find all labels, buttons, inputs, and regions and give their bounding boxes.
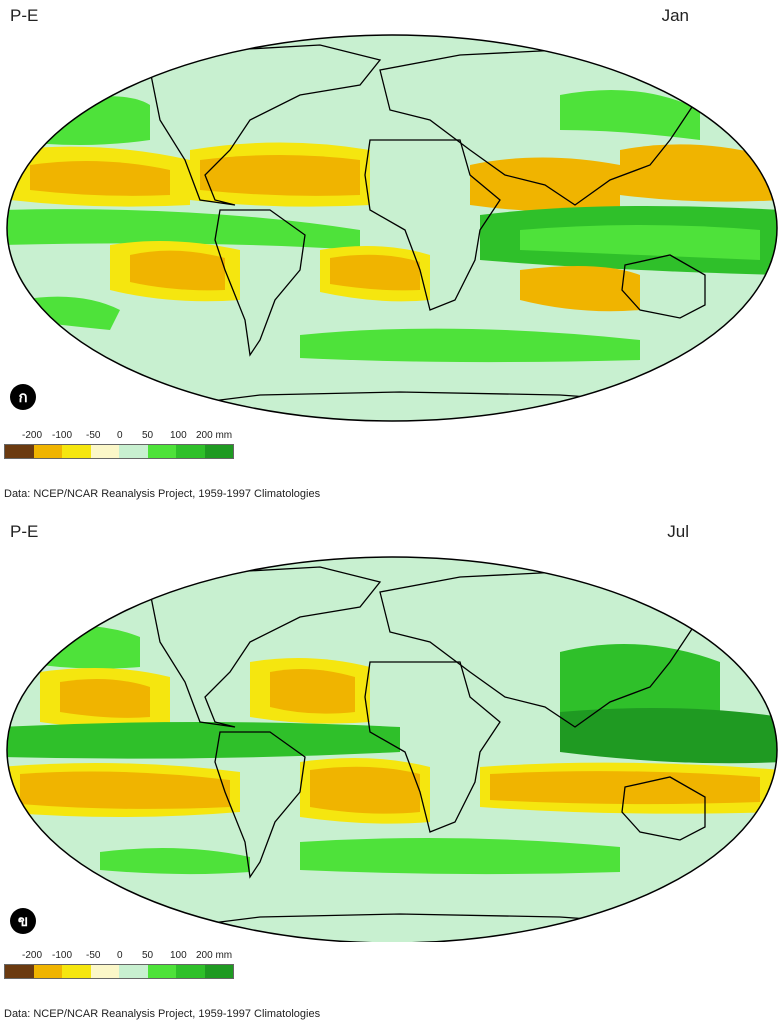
legend-swatch (119, 965, 148, 978)
legend-swatch (90, 445, 119, 458)
legend-swatch (204, 965, 233, 978)
world-map-jul (6, 556, 778, 942)
legend-tick: 100 (170, 430, 187, 441)
legend-colorbar (4, 964, 234, 979)
legend-swatch (119, 445, 148, 458)
legend-tick: -200 (22, 950, 43, 961)
legend-tick: 200 mm (196, 430, 233, 441)
map-panel-jan: P-E Jan ก -200 -100 -50 0 50 100 200 mm … (4, 6, 778, 500)
legend-swatch (147, 445, 176, 458)
panel-month: Jul (667, 522, 689, 541)
legend-swatch (62, 445, 91, 458)
legend-swatch (33, 965, 62, 978)
map-panel-jul: P-E Jul ข -200 -100 -50 0 50 100 200 mm … (0, 512, 781, 1024)
legend-tick: 50 (142, 950, 154, 961)
legend-swatch (90, 965, 119, 978)
legend-tick: -200 (22, 430, 43, 441)
legend-ticks: -200 -100 -50 0 50 100 200 mm (4, 950, 236, 964)
legend-tick: 0 (117, 950, 123, 961)
legend-tick: 100 (170, 950, 187, 961)
panel-badge: ก (10, 384, 36, 410)
legend-tick: -50 (86, 950, 101, 961)
legend-tick: 200 mm (196, 950, 233, 961)
panel-title: P-E (10, 522, 39, 541)
data-credit: Data: NCEP/NCAR Reanalysis Project, 1959… (4, 1008, 321, 1020)
panel-month: Jan (661, 6, 689, 25)
legend-swatch (204, 445, 233, 458)
data-credit: Data: NCEP/NCAR Reanalysis Project, 1959… (4, 488, 321, 500)
legend-tick: 0 (117, 430, 123, 441)
legend-tick: -50 (86, 430, 101, 441)
legend-tick: -100 (52, 950, 73, 961)
panel-title: P-E (10, 6, 39, 25)
legend-swatch (5, 965, 34, 978)
legend-swatch (33, 445, 62, 458)
panel-badge: ข (10, 908, 36, 934)
legend-tick: 50 (142, 430, 154, 441)
legend-colorbar (4, 444, 234, 459)
legend-swatch (62, 965, 91, 978)
legend-swatch (176, 445, 205, 458)
legend-ticks: -200 -100 -50 0 50 100 200 mm (4, 430, 236, 444)
legend-tick: -100 (52, 430, 73, 441)
world-map-jan (6, 34, 778, 422)
legend-swatch (147, 965, 176, 978)
color-legend: -200 -100 -50 0 50 100 200 mm (4, 950, 236, 979)
legend-swatch (176, 965, 205, 978)
color-legend: -200 -100 -50 0 50 100 200 mm (4, 430, 236, 459)
legend-swatch (5, 445, 34, 458)
